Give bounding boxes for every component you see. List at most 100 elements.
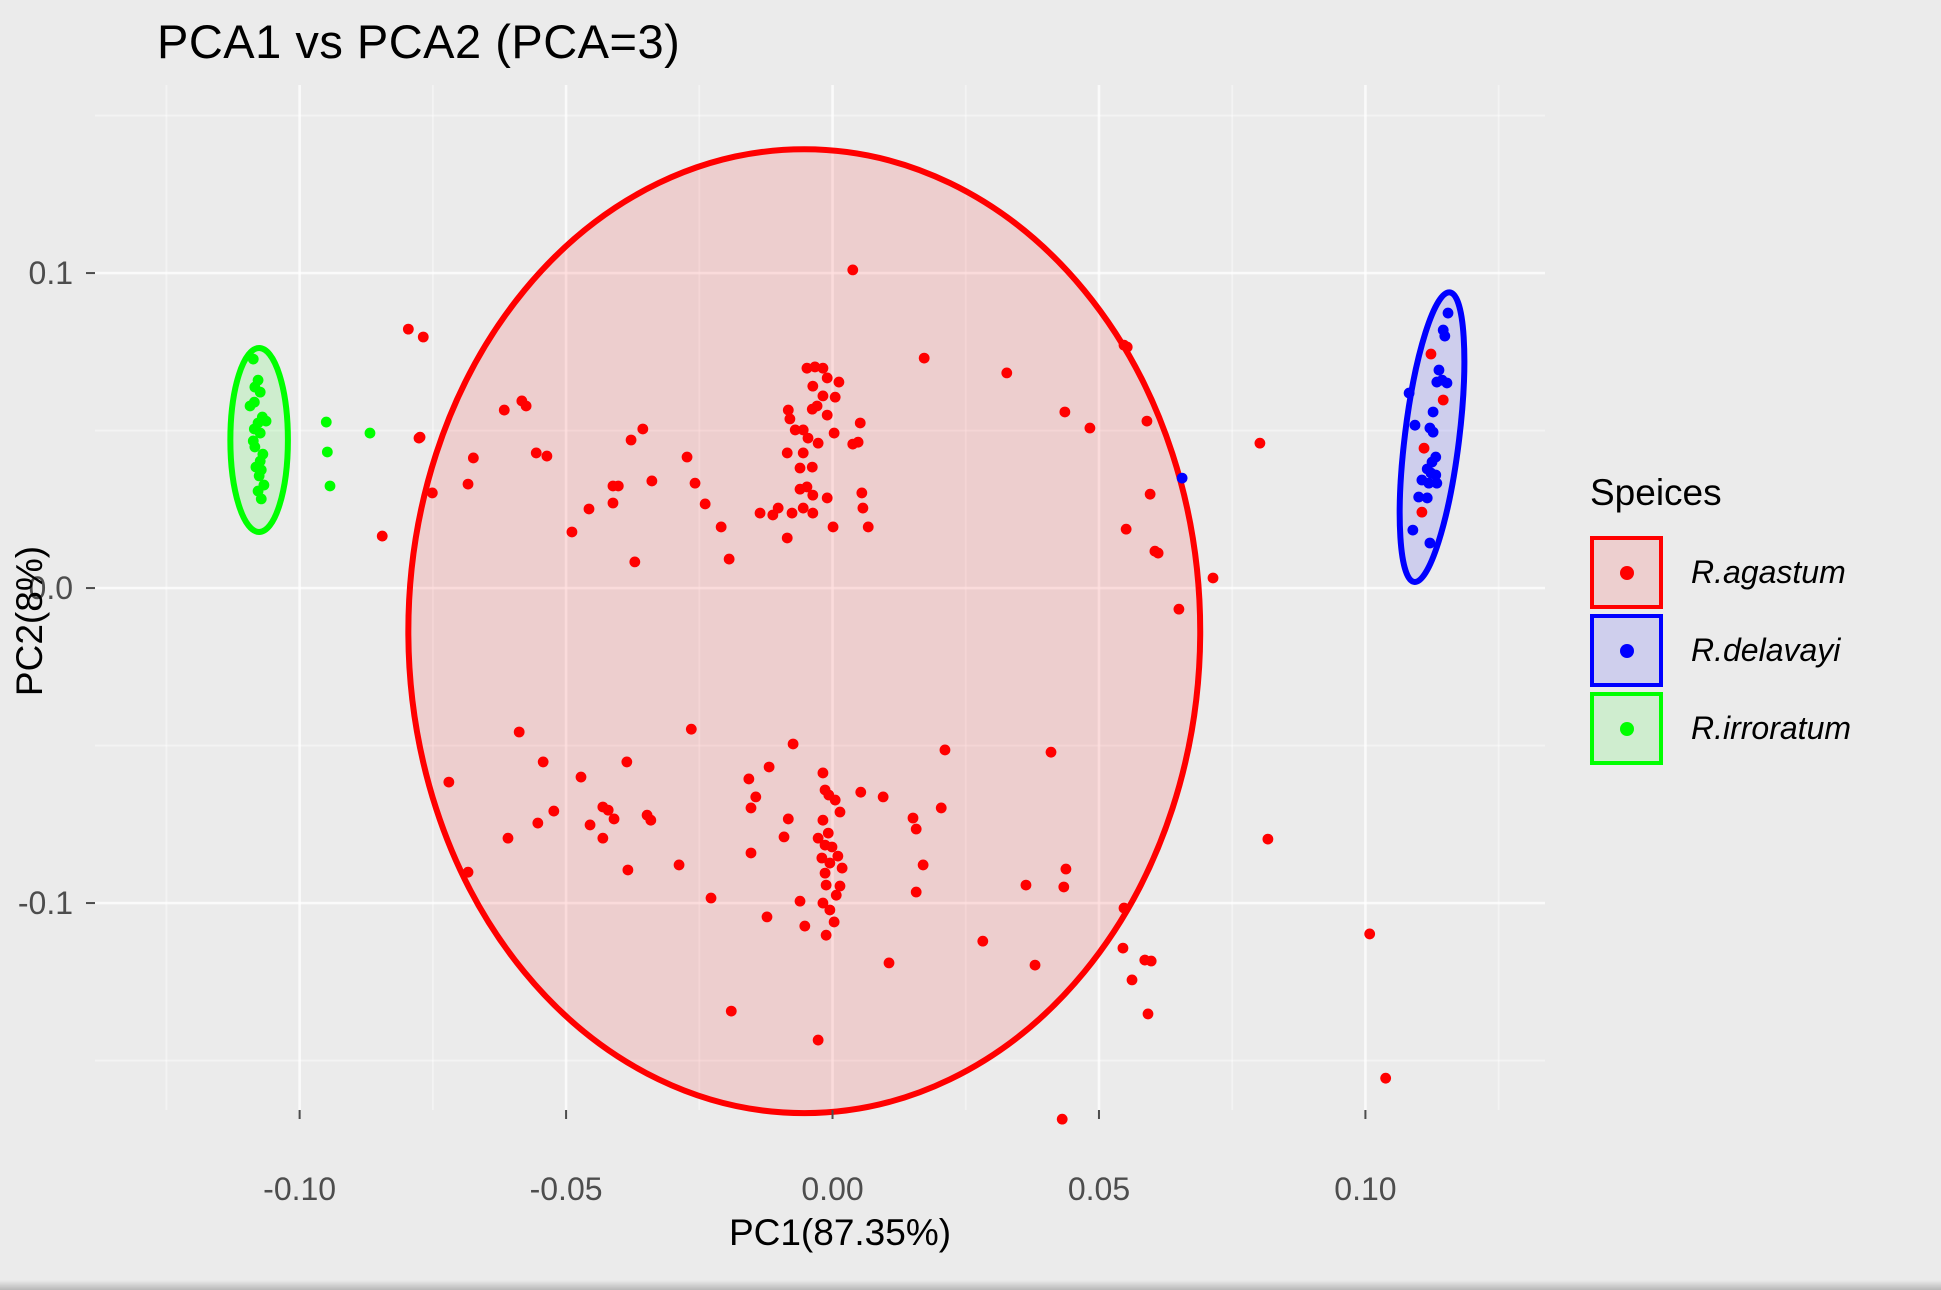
data-point-r-agastum [821, 492, 833, 504]
data-point-r-agastum [1118, 902, 1130, 914]
data-point-r-agastum [1418, 442, 1430, 454]
data-point-r-agastum [802, 432, 814, 444]
data-point-r-agastum [935, 802, 947, 814]
data-point-r-agastum [822, 827, 834, 839]
data-point-r-agastum [856, 487, 868, 499]
data-point-r-delavayi [1176, 472, 1188, 484]
data-point-r-agastum [883, 957, 895, 969]
data-point-r-agastum [699, 498, 711, 510]
data-point-r-agastum [910, 886, 922, 898]
confidence-ellipse-r-irroratum [227, 345, 291, 535]
x-tick-label: 0.05 [1068, 1171, 1130, 1207]
data-point-r-agastum [537, 756, 549, 768]
data-point-r-agastum [1364, 928, 1376, 940]
data-point-r-agastum [807, 380, 819, 392]
y-tick-label: 0.0 [29, 570, 73, 606]
data-point-r-agastum [778, 831, 790, 843]
data-point-r-agastum [794, 462, 806, 474]
data-point-r-agastum [829, 391, 841, 403]
data-point-r-delavayi [1441, 377, 1453, 389]
legend-key-dot-icon [1619, 643, 1634, 658]
data-point-r-delavayi [1431, 477, 1443, 489]
data-point-r-agastum [1056, 1113, 1068, 1125]
data-point-r-agastum [1117, 942, 1129, 954]
data-point-r-agastum [1425, 348, 1437, 360]
data-point-r-agastum [763, 761, 775, 773]
data-point-r-agastum [797, 424, 809, 436]
y-axis-title: PC2(8%) [9, 545, 50, 697]
data-point-r-agastum [1416, 506, 1428, 518]
data-point-r-agastum [673, 859, 685, 871]
data-point-r-agastum [767, 509, 779, 521]
legend: Speices R.agastum R.delavayi R.irroratum [1590, 472, 1851, 770]
data-point-r-irroratum [247, 353, 259, 365]
data-point-r-agastum [1126, 974, 1138, 986]
data-point-r-agastum [689, 477, 701, 489]
data-point-r-agastum [786, 507, 798, 519]
data-point-r-agastum [817, 814, 829, 826]
data-point-r-agastum [583, 503, 595, 515]
data-point-r-agastum [817, 362, 829, 374]
data-point-r-agastum [824, 904, 836, 916]
data-point-r-irroratum [254, 427, 266, 439]
data-point-r-agastum [584, 819, 596, 831]
data-point-r-agastum [622, 864, 634, 876]
data-point-r-agastum [1142, 1008, 1154, 1020]
data-point-r-irroratum [255, 493, 267, 505]
data-point-r-agastum [823, 789, 835, 801]
data-point-r-agastum [817, 390, 829, 402]
data-point-r-agastum [462, 866, 474, 878]
data-point-r-agastum [705, 892, 717, 904]
data-point-r-agastum [794, 483, 806, 495]
data-point-r-delavayi [1427, 426, 1439, 438]
data-point-r-delavayi [1409, 419, 1421, 431]
data-point-r-agastum [782, 813, 794, 825]
data-point-r-agastum [821, 409, 833, 421]
data-point-r-agastum [646, 475, 658, 487]
data-point-r-agastum [1060, 863, 1072, 875]
data-point-r-agastum [862, 521, 874, 533]
data-point-r-agastum [761, 911, 773, 923]
data-point-r-agastum [809, 361, 821, 373]
legend-label: R.irroratum [1691, 710, 1852, 746]
data-point-r-agastum [1254, 437, 1266, 449]
data-point-r-agastum [852, 436, 864, 448]
data-point-r-agastum [855, 786, 867, 798]
y-tick-label: 0.1 [29, 255, 73, 291]
data-point-r-agastum [520, 400, 532, 412]
data-point-r-agastum [812, 832, 824, 844]
data-point-r-agastum [799, 920, 811, 932]
data-point-r-agastum [918, 352, 930, 364]
data-point-r-agastum [1207, 572, 1219, 584]
data-point-r-agastum [907, 812, 919, 824]
data-point-r-agastum [794, 895, 806, 907]
data-point-r-agastum [781, 532, 793, 544]
data-point-r-agastum [1144, 488, 1156, 500]
data-point-r-agastum [827, 521, 839, 533]
data-point-r-agastum [1141, 415, 1153, 427]
data-point-r-agastum [854, 417, 866, 429]
data-point-r-agastum [806, 461, 818, 473]
data-point-r-agastum [847, 264, 859, 276]
data-point-r-agastum [625, 434, 637, 446]
legend-entries: R.agastum R.delavayi R.irroratum [1590, 536, 1851, 765]
data-point-r-agastum [417, 331, 429, 343]
data-point-r-agastum [1262, 833, 1274, 845]
data-point-r-irroratum [324, 480, 336, 492]
data-point-r-irroratum [321, 446, 333, 458]
data-point-r-agastum [548, 805, 560, 817]
data-point-r-agastum [807, 507, 819, 519]
x-tick-label: -0.10 [263, 1171, 336, 1207]
data-point-r-agastum [1380, 1072, 1392, 1084]
data-point-r-agastum [745, 847, 757, 859]
legend-entry-r-delavayi: R.delavayi [1590, 614, 1851, 687]
data-point-r-agastum [612, 480, 624, 492]
data-point-r-agastum [513, 726, 525, 738]
data-point-r-agastum [750, 791, 762, 803]
data-point-r-agastum [376, 530, 388, 542]
data-point-r-agastum [782, 404, 794, 416]
legend-title: Speices [1590, 472, 1722, 513]
data-point-r-agastum [857, 502, 869, 514]
data-point-r-agastum [629, 556, 641, 568]
